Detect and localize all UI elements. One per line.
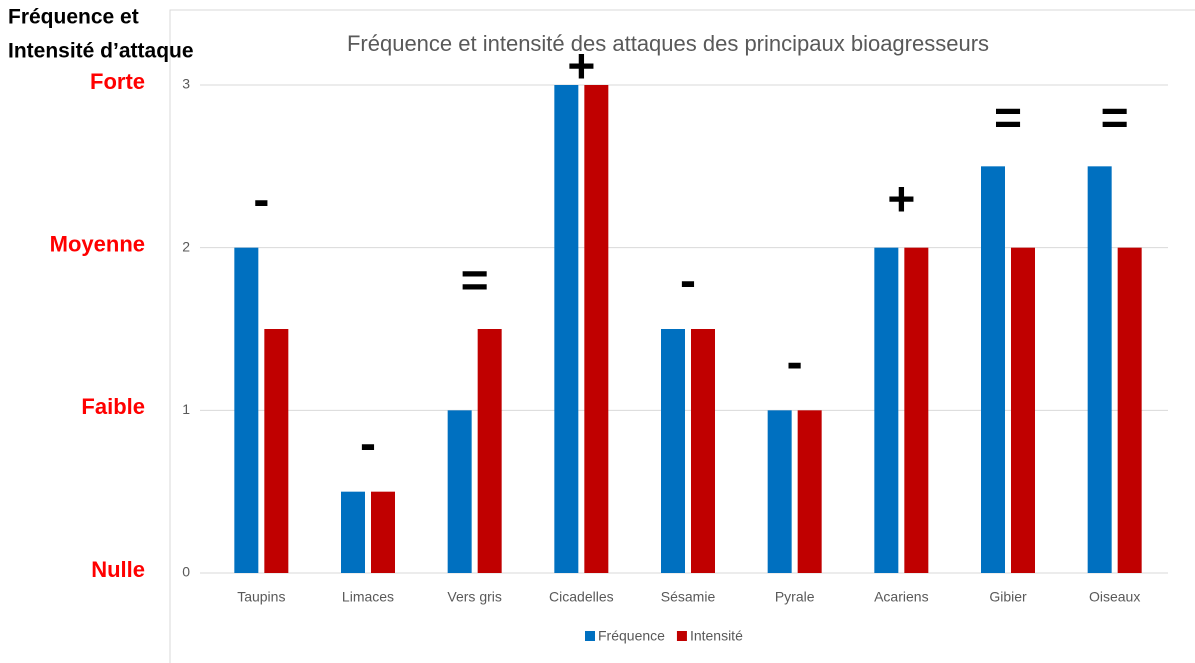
bar-annotation: = — [1101, 92, 1129, 145]
bar — [554, 85, 579, 573]
y-tick-label: 3 — [182, 76, 190, 92]
bar — [661, 329, 685, 573]
bar — [691, 329, 715, 573]
x-tick-label: Pyrale — [775, 589, 815, 605]
bar-annotation: + — [567, 41, 595, 94]
y-level-label: Forte — [90, 69, 145, 94]
bar-annotation: - — [680, 255, 696, 308]
x-tick-label: Sésamie — [661, 589, 716, 605]
y-axis-title: Fréquence et — [8, 6, 139, 29]
y-tick-label: 2 — [182, 238, 190, 254]
x-tick-label: Limaces — [342, 589, 394, 605]
x-tick-label: Cicadelles — [549, 589, 614, 605]
bar — [584, 85, 609, 573]
chart-title: Fréquence et intensité des attaques des … — [347, 31, 989, 56]
bar-annotation: - — [253, 173, 269, 226]
bar — [371, 491, 395, 573]
bar — [797, 410, 822, 573]
bar-annotation: - — [787, 336, 803, 389]
bar — [904, 247, 929, 573]
bar-annotation: - — [360, 417, 376, 470]
bar-annotation: = — [994, 92, 1022, 145]
bar — [447, 410, 472, 573]
bar — [234, 247, 259, 573]
bar — [264, 329, 289, 573]
bar-annotation: = — [461, 255, 489, 308]
y-axis-title: Intensité d’attaque — [8, 40, 194, 63]
x-tick-label: Oiseaux — [1089, 589, 1140, 605]
legend-label: Fréquence — [598, 628, 665, 644]
x-tick-label: Acariens — [874, 589, 928, 605]
x-tick-label: Taupins — [237, 589, 285, 605]
x-tick-label: Vers gris — [447, 589, 501, 605]
bar — [477, 329, 502, 573]
bar — [1087, 166, 1112, 574]
y-tick-label: 1 — [182, 401, 190, 417]
bar — [1117, 247, 1142, 573]
y-level-label: Nulle — [91, 557, 145, 582]
legend-label: Intensité — [690, 628, 743, 644]
y-level-label: Moyenne — [50, 231, 145, 256]
bar — [341, 491, 365, 573]
legend-swatch — [676, 631, 687, 641]
legend-swatch — [585, 631, 595, 641]
bar-annotation: + — [887, 173, 915, 226]
y-level-label: Faible — [81, 394, 145, 419]
y-tick-label: 0 — [182, 564, 190, 580]
x-tick-label: Gibier — [989, 589, 1027, 605]
bar — [981, 166, 1005, 574]
bar — [767, 410, 792, 573]
bar — [874, 247, 899, 573]
bar — [1011, 247, 1035, 573]
